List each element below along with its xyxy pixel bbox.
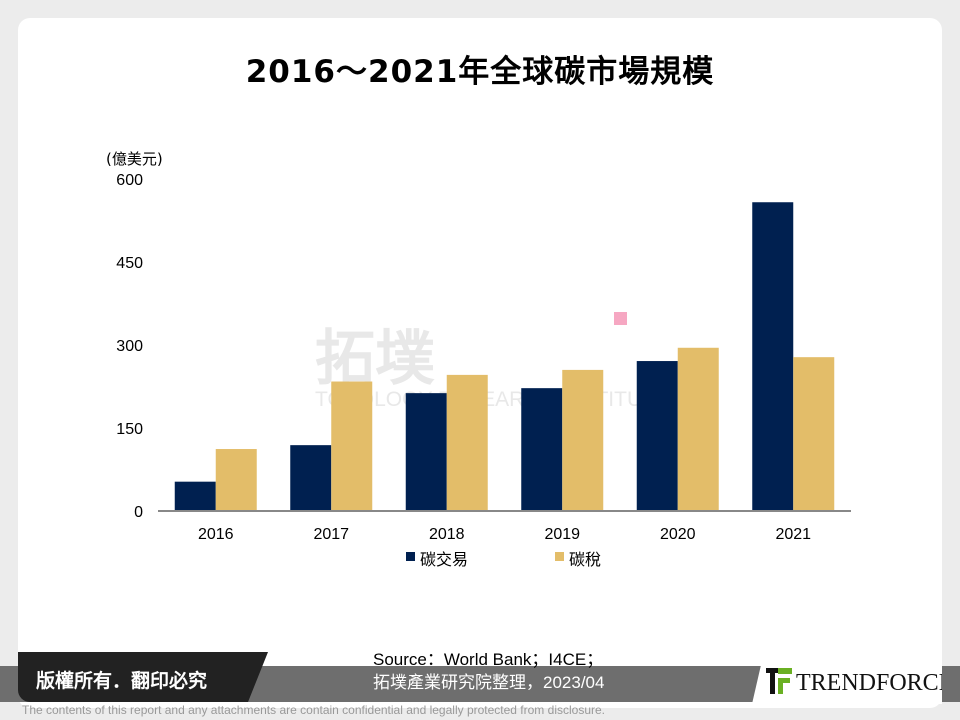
copyright-text: 版權所有．翻印必究 [36,670,208,692]
bar-碳稅-2017 [331,381,373,511]
legend-swatch-碳交易 [406,552,415,561]
y-tick-label: 300 [116,338,143,355]
bar-碳稅-2021 [793,357,835,511]
x-tick-label: 2019 [544,526,580,543]
x-tick-label: 2018 [429,526,465,543]
legend-label: 碳稅 [569,550,601,569]
bar-碳交易-2021 [752,202,794,512]
x-tick-label: 2016 [198,526,234,543]
legend-label: 碳交易 [420,550,468,569]
source-line-1: Source：World Bank；I4CE； [373,650,604,669]
x-tick-label: 2020 [660,526,696,543]
bar-碳稅-2016 [215,449,257,511]
bar-碳交易-2020 [636,361,678,511]
bar-碳交易-2018 [405,393,447,511]
bar-碳稅-2018 [446,374,488,511]
logo-text: TRENDFORCE [796,670,954,696]
copyright-banner: 版權所有．翻印必究 [18,652,268,702]
bar-碳交易-2016 [174,481,216,511]
legend-swatch-碳稅 [555,552,564,561]
y-tick-label: 600 [116,172,143,189]
trendforce-logo-icon [766,668,792,694]
disclaimer: The contents of this report and any atta… [22,703,605,717]
y-tick-label: 450 [116,255,143,272]
bar-碳交易-2017 [290,445,332,511]
y-tick-label: 0 [134,504,143,521]
x-tick-label: 2017 [313,526,349,543]
watermark-square [614,312,627,325]
y-tick-label: 150 [116,421,143,438]
y-axis-label: (億美元) [106,150,163,168]
bar-chart: (億美元) 0 150 300 450 600 2016 2017 2018 2019 2020 20… [106,150,851,569]
source-line-2: 拓墣產業研究院整理，2023/04 [373,673,605,692]
bar-碳稅-2019 [562,369,604,511]
x-tick-label: 2021 [775,526,811,543]
bar-碳稅-2020 [677,347,719,511]
trendforce-logo: TRENDFORCE [752,638,942,704]
bar-碳交易-2019 [521,388,563,511]
chart-title: 2016～2021年全球碳市場規模 [245,54,715,90]
